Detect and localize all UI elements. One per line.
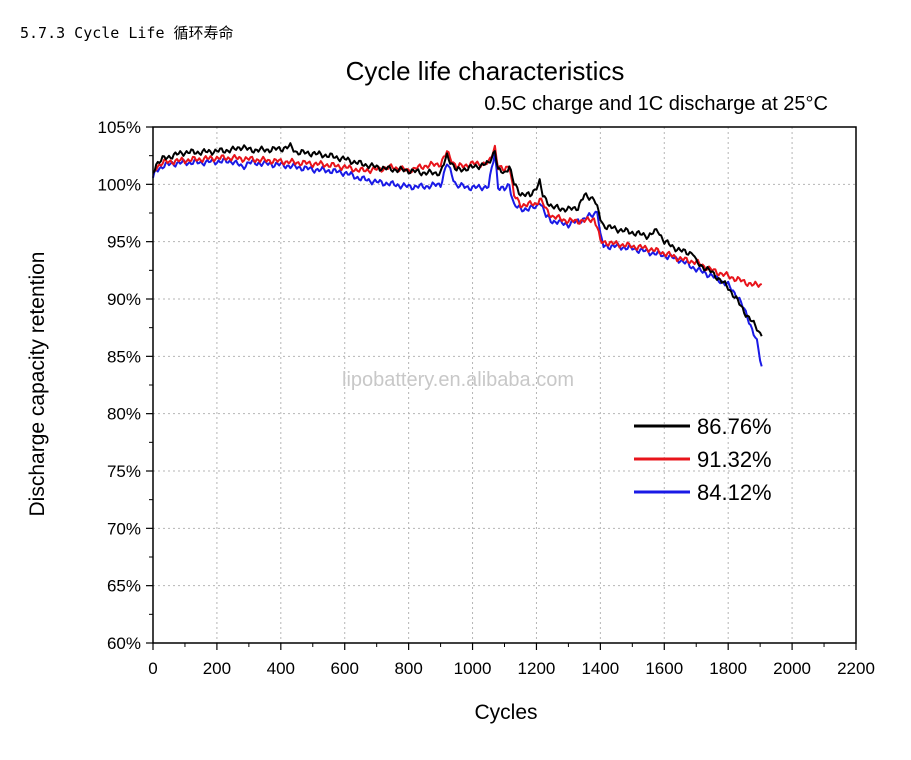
y-tick-label: 105% (98, 118, 141, 137)
y-tick-label: 60% (107, 634, 141, 653)
x-tick-label: 200 (203, 659, 231, 678)
x-tick-label: 600 (331, 659, 359, 678)
y-tick-label: 80% (107, 405, 141, 424)
x-tick-label: 1800 (709, 659, 747, 678)
series-line-1 (152, 142, 763, 337)
series-line-3 (152, 152, 763, 367)
y-tick-label: 70% (107, 519, 141, 538)
y-tick-label: 85% (107, 347, 141, 366)
watermark: lipobattery.en.alibaba.com (342, 369, 574, 391)
y-tick-label: 90% (107, 290, 141, 309)
x-tick-label: 400 (267, 659, 295, 678)
x-tick-label: 2200 (837, 659, 875, 678)
series-lines (152, 142, 763, 367)
x-tick-label: 2000 (773, 659, 811, 678)
section-heading: 5.7.3 Cycle Life 循环寿命 (20, 24, 234, 42)
x-axis-label: Cycles (474, 701, 537, 724)
x-tick-label: 1600 (645, 659, 683, 678)
grid (153, 127, 856, 643)
legend-label-1: 86.76% (697, 414, 772, 439)
x-tick-label: 1200 (518, 659, 556, 678)
chart-title: Cycle life characteristics (346, 56, 625, 86)
x-tick-label: 800 (394, 659, 422, 678)
legend: 86.76% 91.32% 84.12% (634, 414, 772, 505)
legend-label-3: 84.12% (697, 480, 772, 505)
y-axis-label: Discharge capacity retention (26, 252, 49, 517)
x-tick-label: 0 (148, 659, 157, 678)
x-tick-label: 1000 (454, 659, 492, 678)
y-tick-label: 95% (107, 233, 141, 252)
y-tick-label: 65% (107, 577, 141, 596)
chart-subtitle: 0.5C charge and 1C discharge at 25°C (484, 93, 828, 115)
y-tick-label: 75% (107, 462, 141, 481)
x-tick-label: 1400 (581, 659, 619, 678)
axis-ticks: 0 200 400 600 800 1000 1200 1400 1600 1800 2000 220… (98, 118, 875, 678)
legend-label-2: 91.32% (697, 447, 772, 472)
y-tick-label: 100% (98, 175, 141, 194)
